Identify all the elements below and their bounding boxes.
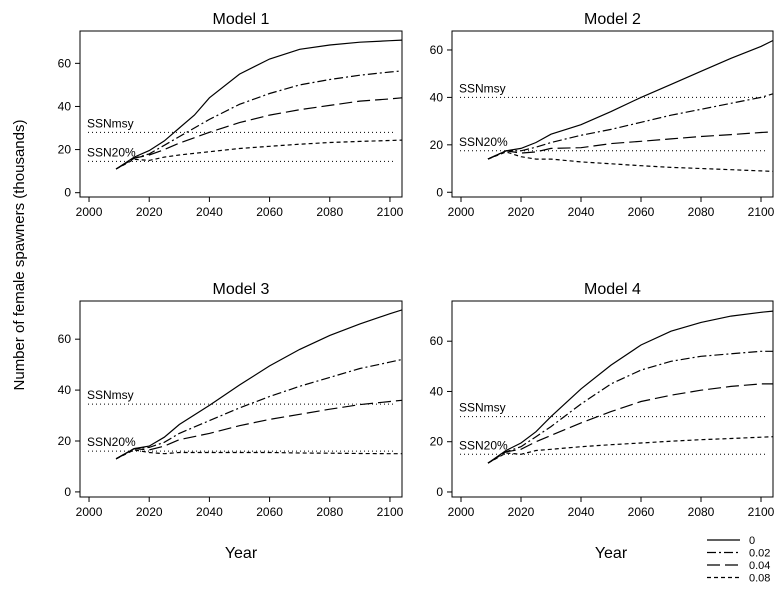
y-tick-label: 0: [436, 485, 443, 499]
x-axis-label-right: Year: [595, 545, 628, 562]
y-tick-label: 40: [430, 90, 444, 104]
y-tick-label: 40: [58, 99, 72, 113]
reference-label-ssn20: SSN20%: [459, 438, 508, 452]
x-tick-label: 2080: [688, 205, 715, 219]
series-line-0-02: [115, 70, 402, 170]
y-tick-label: 40: [58, 383, 72, 397]
panel-title: Model 1: [213, 11, 270, 28]
reference-label-ssn20: SSN20%: [459, 135, 508, 149]
y-tick-label: 40: [430, 384, 444, 398]
x-tick-label: 2040: [196, 505, 223, 519]
reference-label-ssnmsy: SSNmsy: [459, 401, 506, 415]
series-line-0-08: [487, 436, 773, 464]
plot-frame: [451, 30, 774, 198]
reference-label-ssnmsy: SSNmsy: [87, 116, 134, 130]
plot-frame: [451, 300, 774, 498]
series-line-0-04: [115, 97, 402, 170]
series-line-0-04: [487, 131, 773, 160]
x-tick-label: 2100: [377, 205, 404, 219]
series-line-0-02: [487, 93, 773, 160]
reference-label-ssn20: SSN20%: [87, 145, 136, 159]
y-tick-label: 20: [430, 138, 444, 152]
reference-label-ssnmsy: SSNmsy: [459, 81, 506, 95]
y-tick-label: 0: [64, 186, 71, 200]
plot-frame: [79, 300, 403, 498]
x-tick-label: 2100: [377, 505, 404, 519]
series-line-0: [115, 39, 402, 170]
y-tick-label: 20: [58, 434, 72, 448]
x-tick-label: 2080: [316, 505, 343, 519]
x-tick-label: 2060: [256, 205, 283, 219]
series-line-0-02: [487, 350, 773, 464]
panel-title: Model 3: [213, 281, 270, 298]
x-tick-label: 2060: [628, 205, 655, 219]
x-tick-label: 2060: [628, 505, 655, 519]
y-axis-label: Number of female spawners (thousands): [11, 120, 28, 391]
panel-title: Model 2: [584, 11, 641, 28]
y-tick-label: 20: [430, 435, 444, 449]
series-line-0: [487, 310, 773, 464]
x-tick-label: 2020: [136, 505, 163, 519]
series-line-0: [115, 309, 402, 460]
x-tick-label: 2000: [448, 205, 475, 219]
x-tick-label: 2060: [256, 505, 283, 519]
x-tick-label: 2020: [508, 505, 535, 519]
x-tick-label: 2000: [76, 205, 103, 219]
x-tick-label: 2000: [76, 505, 103, 519]
y-tick-label: 0: [64, 485, 71, 499]
y-tick-label: 60: [58, 332, 72, 346]
reference-label-ssn20: SSN20%: [87, 435, 136, 449]
series-line-0-08: [115, 139, 402, 170]
x-tick-label: 2040: [568, 205, 595, 219]
x-tick-label: 2100: [748, 505, 775, 519]
y-tick-label: 60: [430, 334, 444, 348]
x-tick-label: 2020: [136, 205, 163, 219]
series-line-0-08: [115, 449, 402, 460]
y-tick-label: 60: [430, 43, 444, 57]
y-tick-label: 60: [58, 56, 72, 70]
legend-label-0-02: 0.02: [749, 548, 770, 560]
x-tick-label: 2080: [316, 205, 343, 219]
legend-label-0-08: 0.08: [749, 573, 770, 585]
x-tick-label: 2080: [688, 505, 715, 519]
series-line-0-02: [115, 358, 402, 460]
plot-frame: [79, 30, 403, 198]
x-tick-label: 2000: [448, 505, 475, 519]
x-tick-label: 2020: [508, 205, 535, 219]
series-line-0-04: [115, 399, 402, 460]
x-tick-label: 2100: [748, 205, 775, 219]
y-tick-label: 0: [436, 185, 443, 199]
series-line-0-08: [487, 151, 773, 172]
series-line-0: [487, 39, 773, 160]
reference-label-ssnmsy: SSNmsy: [87, 388, 134, 402]
legend-label-0-04: 0.04: [749, 560, 770, 572]
panel-title: Model 4: [584, 281, 641, 298]
x-axis-label-left: Year: [225, 545, 258, 562]
legend-label-0: 0: [749, 535, 755, 547]
legend: 00.020.040.08: [707, 535, 770, 585]
x-tick-label: 2040: [196, 205, 223, 219]
y-tick-label: 20: [58, 143, 72, 157]
x-tick-label: 2040: [568, 505, 595, 519]
series-line-0-04: [487, 383, 773, 464]
